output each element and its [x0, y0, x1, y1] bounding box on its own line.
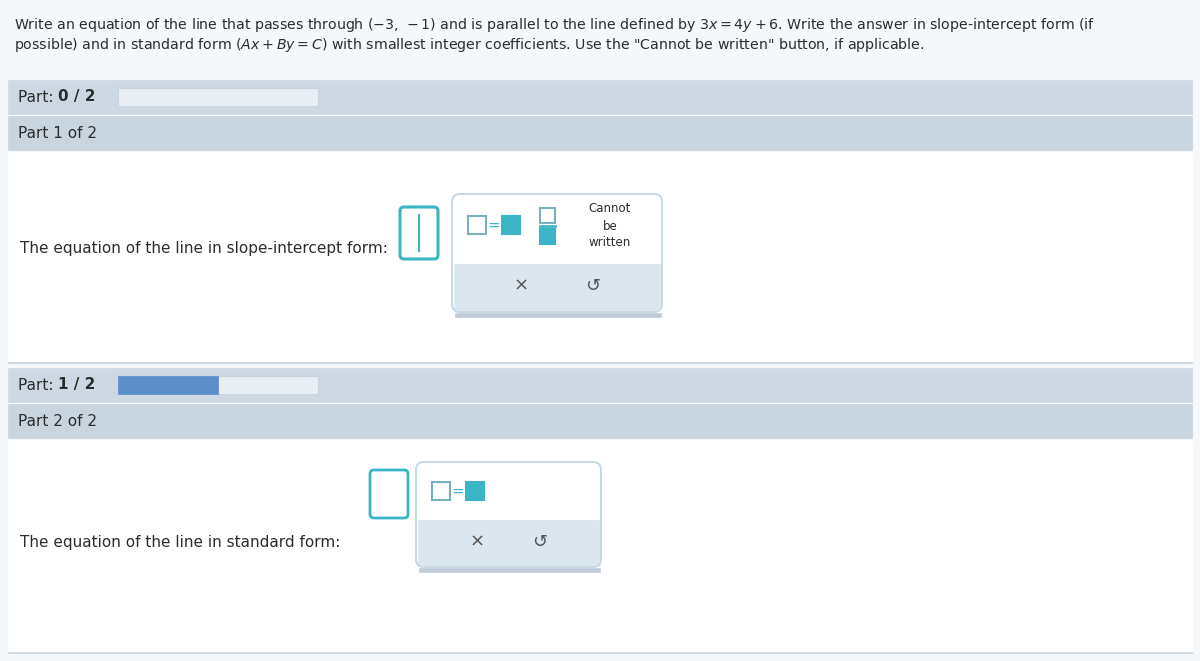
Bar [8, 440, 1192, 653]
FancyBboxPatch shape [452, 194, 662, 312]
Bar [418, 520, 599, 565]
Bar [118, 376, 318, 394]
Bar [454, 264, 660, 310]
Bar [455, 313, 661, 317]
Bar [432, 482, 450, 500]
Text: Part 1 of 2: Part 1 of 2 [18, 126, 97, 141]
Text: ×: × [469, 533, 485, 551]
Text: Part:: Part: [18, 89, 59, 104]
FancyBboxPatch shape [400, 207, 438, 259]
Bar [468, 216, 486, 234]
FancyBboxPatch shape [370, 470, 408, 518]
Bar [502, 216, 520, 234]
Text: =: = [451, 483, 464, 498]
Text: 1 / 2: 1 / 2 [58, 377, 95, 393]
Bar [8, 368, 1192, 402]
Bar [8, 152, 1192, 362]
Text: Part 2 of 2: Part 2 of 2 [18, 414, 97, 428]
Text: ↺: ↺ [533, 533, 547, 551]
Text: Write an equation of the line that passes through $(-3,\,-1)$ and is parallel to: Write an equation of the line that passe… [14, 16, 1096, 34]
Text: possible) and in standard form $(Ax+By=C)$ with smallest integer coefficients. U: possible) and in standard form $(Ax+By=C… [14, 36, 924, 54]
Bar [8, 404, 1192, 438]
Text: Cannot
be
written: Cannot be written [589, 202, 631, 249]
Bar [8, 80, 1192, 114]
Bar [8, 652, 1192, 653]
Bar [118, 88, 318, 106]
Bar [8, 362, 1192, 363]
Bar [8, 116, 1192, 150]
Text: ↺: ↺ [586, 277, 600, 295]
Bar [540, 208, 554, 223]
Text: Part:: Part: [18, 377, 59, 393]
Bar [539, 225, 556, 227]
Text: =: = [487, 217, 500, 233]
Bar [419, 568, 600, 572]
Text: The equation of the line in slope-intercept form:: The equation of the line in slope-interc… [20, 241, 388, 256]
Bar [540, 229, 554, 244]
Text: 0 / 2: 0 / 2 [58, 89, 96, 104]
Text: ×: × [514, 277, 529, 295]
Bar [466, 482, 484, 500]
FancyBboxPatch shape [416, 462, 601, 567]
Bar [118, 376, 218, 394]
Text: The equation of the line in standard form:: The equation of the line in standard for… [20, 535, 341, 550]
